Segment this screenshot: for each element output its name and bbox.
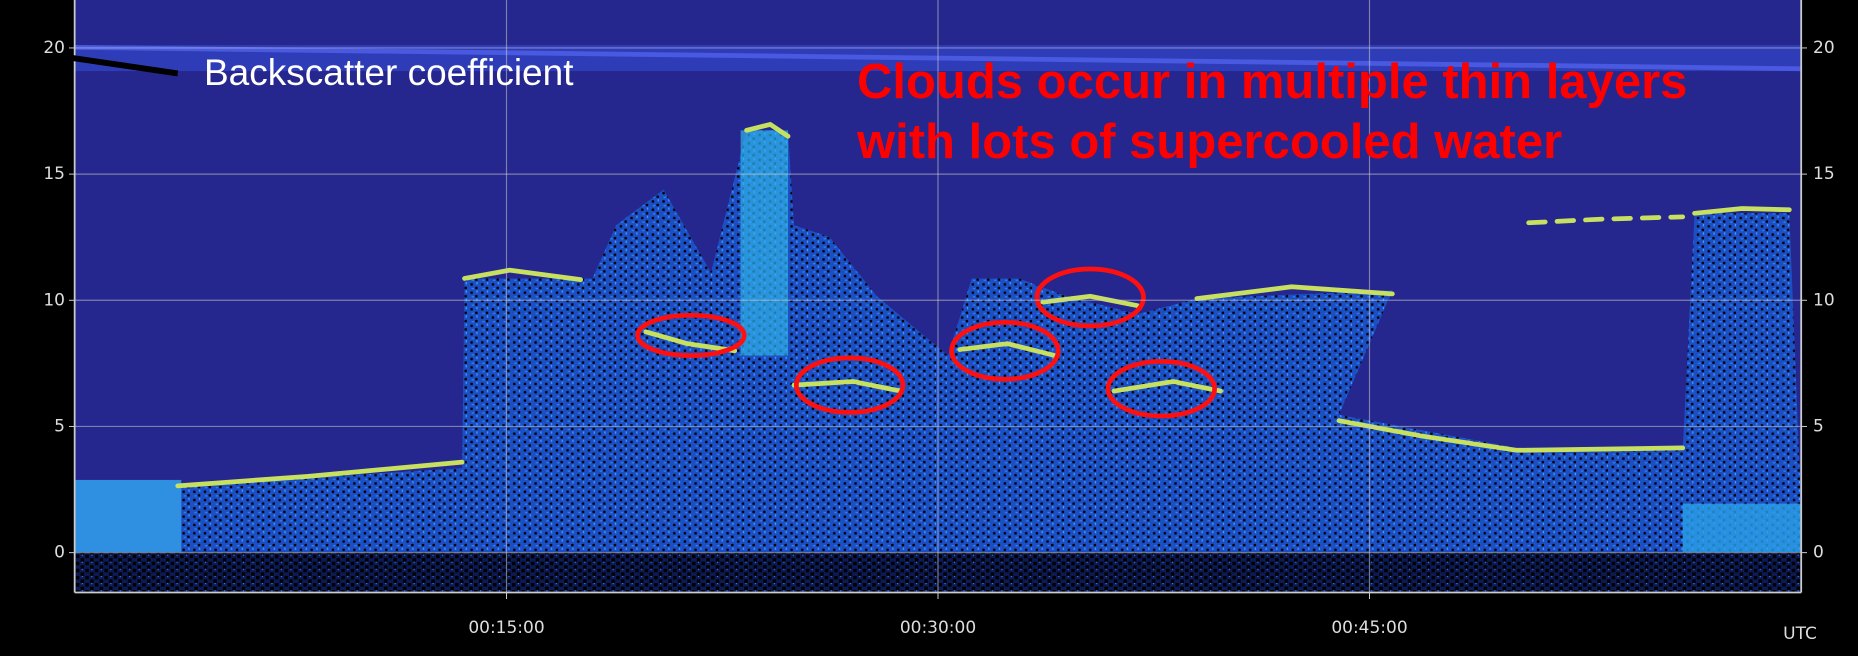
x-tick-label: 00:45:00 bbox=[1331, 618, 1407, 638]
annotation: Clouds occur in multiple thin layers wit… bbox=[857, 52, 1697, 172]
y-tick-label: 20 bbox=[43, 38, 65, 58]
page: UTC 0 0 5 5 10 10 15 15 20 20 00:15:00 00:30:00 00:4… bbox=[0, 0, 1858, 656]
x-tick-label: 00:15:00 bbox=[468, 618, 544, 638]
y-tick-label-right: 5 bbox=[1813, 416, 1824, 436]
y-tick-label-right: 15 bbox=[1813, 164, 1835, 184]
x-tick-label: 00:30:00 bbox=[900, 618, 976, 638]
y-tick-label-right: 10 bbox=[1813, 290, 1835, 310]
x-axis-label: UTC bbox=[1783, 624, 1817, 644]
y-tick-label-right: 0 bbox=[1813, 543, 1824, 563]
y-tick-label-right: 20 bbox=[1813, 38, 1835, 58]
y-tick-label: 5 bbox=[54, 416, 65, 436]
y-tick-label: 15 bbox=[43, 164, 65, 184]
legend-label: Backscatter coefficient bbox=[204, 52, 574, 94]
y-tick-label: 0 bbox=[54, 543, 65, 563]
y-tick-label: 10 bbox=[43, 290, 65, 310]
